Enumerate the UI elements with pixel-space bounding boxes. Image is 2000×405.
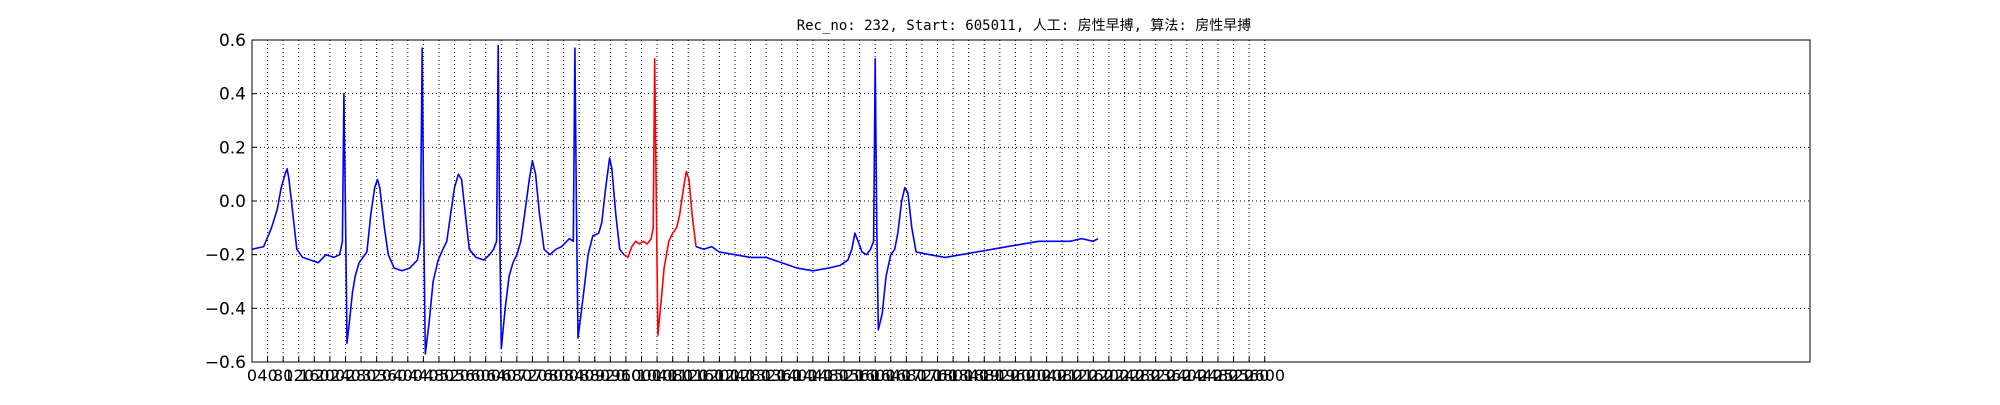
x-tick-label: 200 <box>315 366 346 385</box>
x-tick-label: 1920 <box>979 366 1020 385</box>
series-line-2 <box>623 57 697 337</box>
x-tick-label: 2440 <box>1182 366 1223 385</box>
x-tick-label: 1160 <box>683 366 724 385</box>
x-tick-label: 2240 <box>1104 366 1145 385</box>
x-tick-label: 1600 <box>855 366 896 385</box>
x-tick-label: 2200 <box>1089 366 1130 385</box>
x-tick-label: 2520 <box>1213 366 1254 385</box>
x-tick-label: 1480 <box>808 366 849 385</box>
x-tick-label: 1280 <box>730 366 771 385</box>
x-tick-label: 440 <box>408 366 439 385</box>
x-tick-label: 880 <box>579 366 610 385</box>
x-tick-label: 1120 <box>668 366 709 385</box>
grid-layer <box>252 40 1810 362</box>
x-tick-label: 1360 <box>761 366 802 385</box>
series-layer <box>251 44 1099 355</box>
x-tick-label: 2080 <box>1042 366 1083 385</box>
x-tick-label: 1000 <box>621 366 662 385</box>
x-tick-label: 280 <box>346 366 377 385</box>
x-tick-label: 1200 <box>699 366 740 385</box>
x-tick-label: 2160 <box>1073 366 1114 385</box>
plot-frame <box>251 39 1811 363</box>
x-tick-label: 2280 <box>1120 366 1161 385</box>
x-tick-label: 2480 <box>1198 366 1239 385</box>
x-tick-label: 600 <box>470 366 501 385</box>
x-tick-label: 1880 <box>964 366 1005 385</box>
x-axis-ticks: 0 408012016020024028032036040044048052056… <box>247 357 1285 385</box>
x-tick-label: 0 <box>247 366 257 385</box>
x-tick-label: 40 <box>257 366 277 385</box>
series-line-1 <box>251 44 625 355</box>
x-tick-label: 2320 <box>1135 366 1176 385</box>
y-tick-label: 0.4 <box>219 85 246 105</box>
y-tick-label: 0.6 <box>219 31 246 51</box>
x-tick-label: 840 <box>564 366 595 385</box>
x-tick-label: 2000 <box>1011 366 1052 385</box>
x-tick-label: 1760 <box>917 366 958 385</box>
x-tick-label: 1240 <box>715 366 756 385</box>
x-tick-label: 680 <box>502 366 533 385</box>
x-tick-label: 1840 <box>948 366 989 385</box>
x-tick-label: 120 <box>283 366 314 385</box>
x-tick-label: 640 <box>486 366 517 385</box>
x-tick-label: 2120 <box>1057 366 1098 385</box>
x-tick-label: 520 <box>439 366 470 385</box>
x-tick-label: 1440 <box>793 366 834 385</box>
x-tick-label: 80 <box>273 366 293 385</box>
x-tick-label: 1720 <box>902 366 943 385</box>
x-tick-label: 720 <box>517 366 548 385</box>
y-tick-label: 0.2 <box>219 138 246 158</box>
y-axis-ticks: −0.6 −0.4 −0.2 0.0 0.2 0.4 0.6 <box>205 31 257 373</box>
x-tick-label: 1800 <box>933 366 974 385</box>
x-tick-label: 1400 <box>777 366 818 385</box>
x-tick-label: 2560 <box>1229 366 1270 385</box>
x-tick-label: 1640 <box>870 366 911 385</box>
x-tick-label: 960 <box>611 366 642 385</box>
y-tick-label: −0.2 <box>205 246 246 266</box>
x-tick-label: 2040 <box>1026 366 1067 385</box>
x-tick-label: 920 <box>595 366 626 385</box>
x-tick-label: 240 <box>330 366 361 385</box>
x-tick-label: 160 <box>299 366 330 385</box>
x-tick-label: 1520 <box>824 366 865 385</box>
y-tick-label: −0.4 <box>205 299 246 319</box>
x-tick-label: 2400 <box>1166 366 1207 385</box>
x-tick-label: 1560 <box>839 366 880 385</box>
x-tick-label: 1960 <box>995 366 1036 385</box>
x-tick-label: 480 <box>424 366 455 385</box>
x-tick-label: 2600 <box>1244 366 1285 385</box>
series-line-3 <box>695 57 1099 331</box>
x-tick-label: 760 <box>533 366 564 385</box>
x-tick-label: 800 <box>548 366 579 385</box>
chart-title: Rec_no: 232, Start: 605011, 人工: 房性早搏, 算法… <box>797 17 1252 34</box>
y-tick-label: −0.6 <box>205 353 246 373</box>
x-tick-label: 2360 <box>1151 366 1192 385</box>
x-tick-label: 1320 <box>746 366 787 385</box>
y-tick-label: 0.0 <box>219 192 246 212</box>
x-tick-label: 1680 <box>886 366 927 385</box>
x-tick-label: 1040 <box>637 366 678 385</box>
x-tick-label: 560 <box>455 366 486 385</box>
x-tick-label: 1080 <box>652 366 693 385</box>
x-tick-label: 400 <box>393 366 424 385</box>
x-tick-label: 320 <box>361 366 392 385</box>
x-tick-label: 360 <box>377 366 408 385</box>
